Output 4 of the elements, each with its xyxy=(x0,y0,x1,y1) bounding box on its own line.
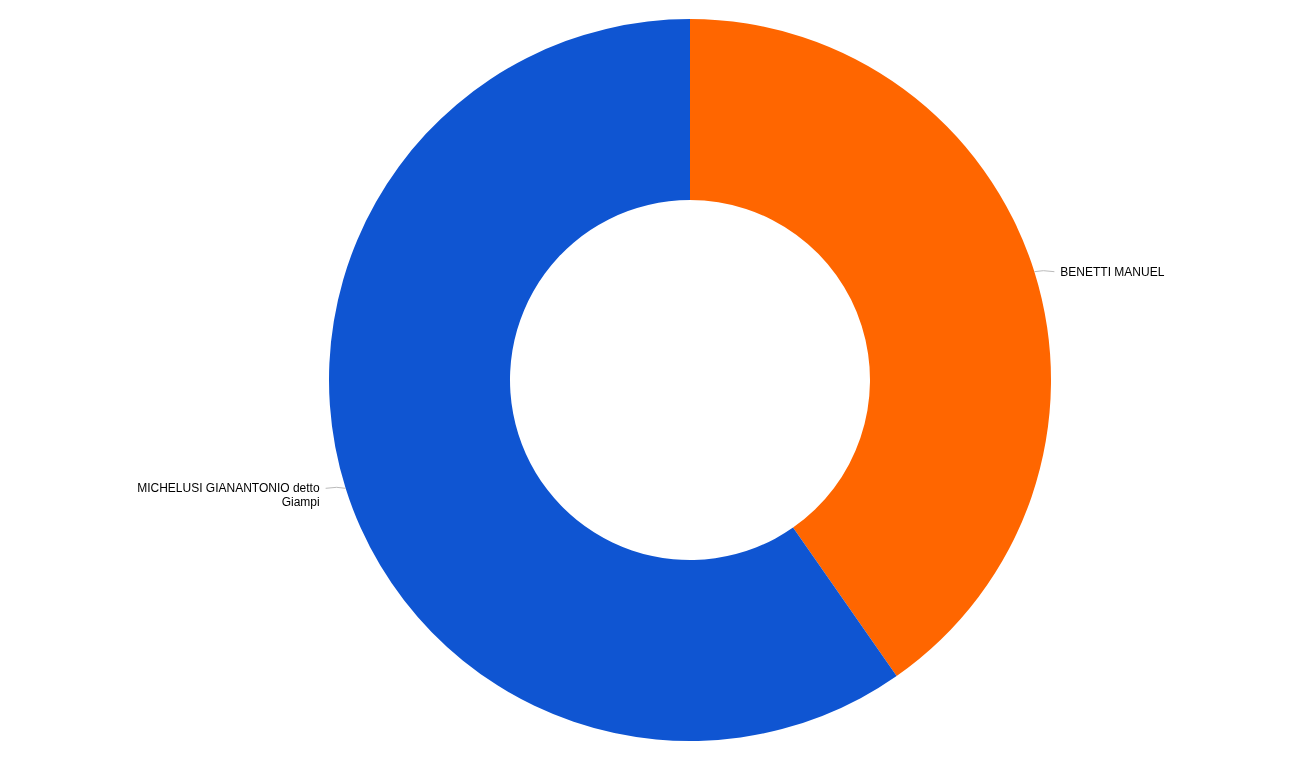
slice-label: MICHELUSI GIANANTONIO detto Giampi xyxy=(137,481,320,510)
donut-slice xyxy=(329,19,897,741)
slice-label: BENETTI MANUEL xyxy=(1060,264,1165,279)
donut-slice xyxy=(690,19,1051,676)
